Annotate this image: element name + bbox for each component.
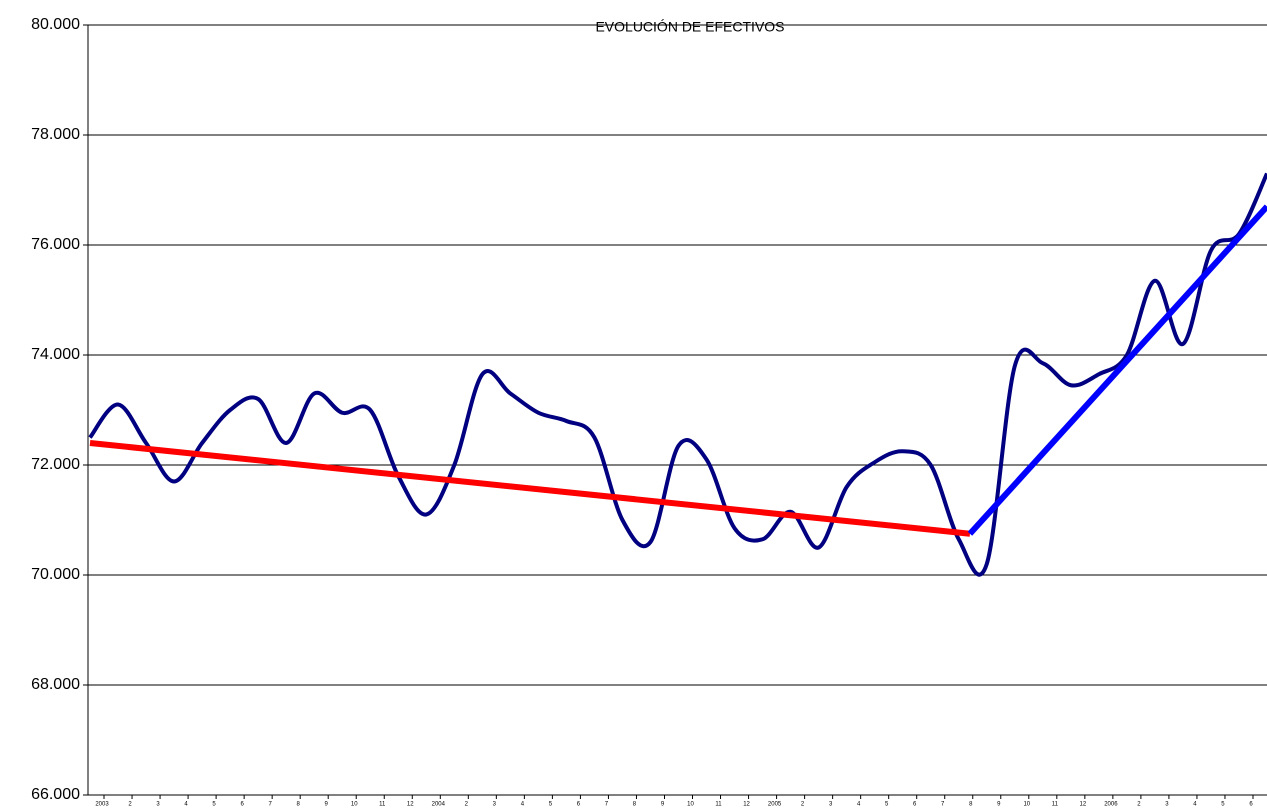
- x-tick-label: 3: [156, 802, 160, 808]
- x-tick-label: 2: [1137, 802, 1141, 808]
- x-tick-label: 6: [240, 802, 244, 808]
- chart-title: EVOLUCIÓN DE EFECTIVOS: [595, 19, 784, 35]
- x-tick-label: 2: [465, 802, 469, 808]
- y-tick-label: 76.000: [31, 236, 80, 253]
- x-tick-label: 8: [633, 802, 637, 808]
- x-tick-label: 8: [969, 802, 973, 808]
- x-tick-label: 10: [351, 802, 358, 808]
- x-tick-label: 4: [1193, 802, 1197, 808]
- x-tick-label: 12: [743, 802, 750, 808]
- x-tick-label: 2005: [768, 802, 782, 808]
- y-tick-label: 68.000: [31, 676, 80, 693]
- y-tick-label: 78.000: [31, 126, 80, 143]
- x-tick-label: 9: [997, 802, 1001, 808]
- x-tick-label: 9: [325, 802, 329, 808]
- x-tick-label: 7: [605, 802, 609, 808]
- x-tick-label: 3: [829, 802, 833, 808]
- x-tick-label: 11: [379, 802, 386, 808]
- y-tick-label: 72.000: [31, 456, 80, 473]
- x-tick-label: 10: [687, 802, 694, 808]
- x-tick-label: 2: [128, 802, 132, 808]
- x-tick-label: 6: [913, 802, 917, 808]
- x-tick-label: 7: [268, 802, 272, 808]
- x-tick-label: 6: [577, 802, 581, 808]
- y-tick-label: 80.000: [31, 16, 80, 33]
- x-tick-label: 5: [885, 802, 889, 808]
- x-tick-label: 11: [1052, 802, 1059, 808]
- x-tick-label: 2003: [95, 802, 109, 808]
- x-tick-label: 5: [1221, 802, 1225, 808]
- x-tick-label: 2006: [1104, 802, 1118, 808]
- x-tick-label: 3: [493, 802, 497, 808]
- x-tick-label: 4: [184, 802, 188, 808]
- y-tick-label: 74.000: [31, 346, 80, 363]
- x-tick-label: 9: [661, 802, 665, 808]
- trend-line: [89, 440, 971, 537]
- x-tick-label: 3: [1165, 802, 1169, 808]
- x-tick-label: 10: [1023, 802, 1030, 808]
- x-tick-label: 7: [941, 802, 945, 808]
- y-tick-label: 66.000: [31, 786, 80, 803]
- x-tick-label: 12: [1080, 802, 1087, 808]
- x-tick-label: 5: [212, 802, 216, 808]
- x-tick-label: 6: [1249, 802, 1253, 808]
- trend-line: [967, 204, 1267, 536]
- x-tick-label: 5: [549, 802, 553, 808]
- x-tick-label: 12: [407, 802, 414, 808]
- x-tick-label: 8: [297, 802, 301, 808]
- x-tick-label: 4: [521, 802, 525, 808]
- x-tick-label: 11: [715, 802, 722, 808]
- x-tick-label: 2004: [432, 802, 446, 808]
- x-tick-label: 2: [801, 802, 805, 808]
- y-tick-label: 70.000: [31, 566, 80, 583]
- data-line: [88, 172, 1267, 577]
- x-tick-label: 4: [857, 802, 861, 808]
